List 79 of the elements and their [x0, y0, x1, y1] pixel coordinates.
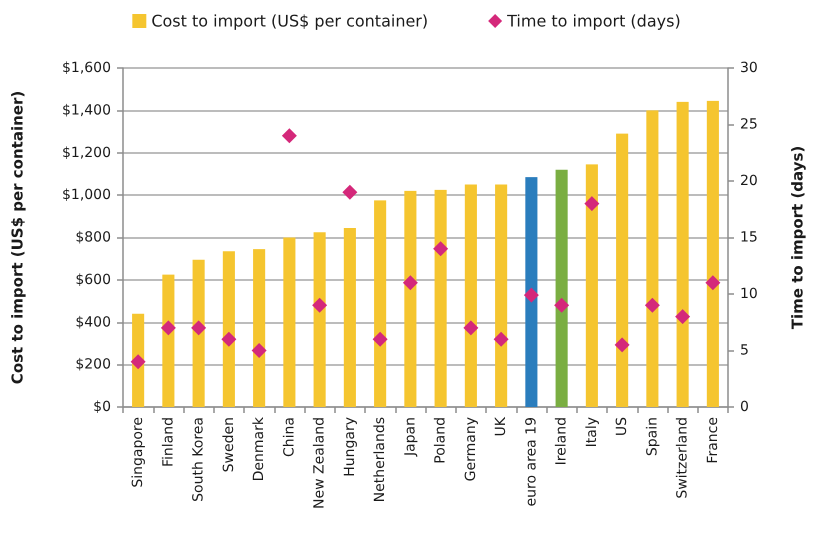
y2-tick-label: 0: [740, 399, 749, 415]
bar: [495, 184, 508, 407]
x-tick-label: New Zealand: [312, 417, 328, 509]
bar: [374, 200, 386, 407]
point: [252, 343, 267, 358]
x-tick-label: UK: [493, 416, 510, 436]
point: [221, 332, 236, 347]
point: [160, 320, 176, 336]
x-tick-label: Sweden: [220, 417, 237, 472]
y2-tick-label: 30: [740, 60, 758, 76]
y-tick-label: $600: [75, 272, 111, 288]
y2-tick-label: 10: [740, 286, 758, 302]
y-tick-label: $800: [75, 230, 111, 246]
y-tick-label: $1,600: [62, 60, 111, 76]
point: [705, 275, 720, 290]
bar: [676, 102, 689, 407]
y-tick-label: $400: [75, 314, 111, 330]
point: [675, 309, 690, 324]
bar: [344, 228, 356, 407]
point: [312, 298, 328, 313]
bar: [586, 164, 598, 407]
legend-label: Time to import (days): [506, 12, 681, 30]
bar: [222, 251, 235, 407]
x-tick-label: Finland: [160, 417, 176, 468]
y2-tick-label: 5: [740, 342, 749, 358]
bar: [434, 190, 447, 407]
x-tick-label: Singapore: [130, 417, 146, 488]
y2-tick-label: 15: [740, 230, 758, 246]
bar: [464, 184, 477, 407]
y-tick-label: $1,400: [62, 102, 111, 118]
x-tick-label: Netherlands: [372, 417, 388, 502]
point: [614, 337, 630, 352]
bar: [192, 260, 205, 407]
point: [282, 128, 297, 144]
point: [584, 196, 600, 212]
y2-tick-label: 25: [740, 116, 758, 132]
bar: [162, 274, 174, 407]
y-tick-label: $200: [75, 356, 111, 373]
x-tick-label: US: [614, 416, 630, 436]
bar: [706, 100, 719, 407]
point: [494, 332, 509, 347]
bar: [404, 190, 416, 407]
x-tick-label: China: [281, 417, 298, 457]
y-tick-label: $1,200: [62, 144, 111, 161]
x-tick-label: Japan: [402, 417, 418, 458]
bar: [616, 134, 628, 407]
x-tick-label: Denmark: [251, 416, 268, 482]
x-tick-label: Spain: [644, 417, 660, 456]
y-tick-label: $1,000: [62, 187, 111, 204]
bar: [314, 232, 326, 407]
x-tick-label: South Korea: [190, 417, 207, 502]
point: [524, 288, 539, 303]
y2-axis-title: Time to import (days): [788, 146, 806, 330]
point: [644, 298, 660, 313]
x-tick-label: France: [704, 417, 721, 464]
bar: [646, 110, 658, 407]
x-tick-label: Poland: [432, 417, 449, 464]
x-tick-label: Germany: [462, 417, 479, 482]
point: [402, 275, 418, 290]
point: [342, 184, 358, 200]
bar: [525, 177, 538, 407]
bar: [283, 238, 296, 407]
point: [191, 320, 206, 336]
x-tick-label: Italy: [584, 417, 600, 448]
x-tick-label: euro area 19: [523, 417, 540, 506]
bar: [253, 249, 266, 407]
point: [372, 332, 388, 347]
point: [463, 320, 478, 336]
legend-label: Cost to import (US$ per container): [151, 12, 428, 30]
x-tick-label: Ireland: [554, 417, 570, 466]
y2-tick-label: 20: [740, 173, 758, 189]
y-tick-label: $0: [93, 399, 111, 415]
point: [433, 241, 448, 256]
bar: [556, 170, 568, 407]
y-axis-title: Cost to import (US$ per container): [8, 90, 26, 384]
x-tick-label: Switzerland: [674, 417, 691, 499]
point: [130, 354, 146, 370]
x-tick-label: Hungary: [342, 417, 358, 477]
point: [554, 298, 570, 313]
